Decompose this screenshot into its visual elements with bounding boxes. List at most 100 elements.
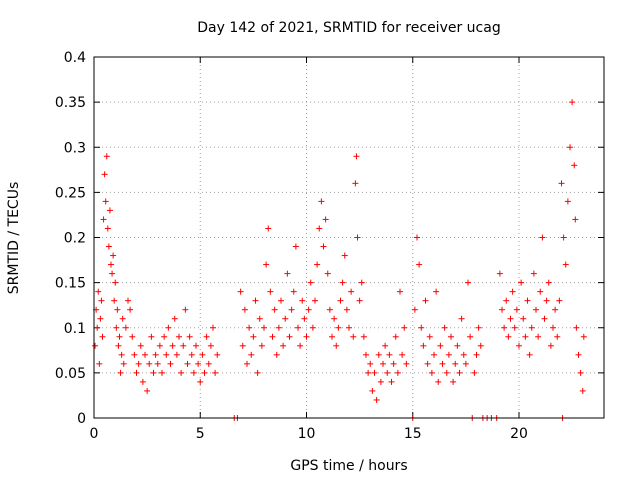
data-point <box>104 225 111 232</box>
data-point <box>511 324 518 331</box>
data-point <box>346 324 352 331</box>
data-point <box>269 333 276 340</box>
data-point <box>110 252 117 259</box>
data-point <box>363 351 369 358</box>
data-point <box>424 360 431 367</box>
data-point <box>524 297 531 304</box>
data-point <box>467 333 474 340</box>
data-point <box>397 288 403 295</box>
data-point <box>106 207 113 214</box>
data-point <box>572 216 579 223</box>
data-point <box>112 279 119 286</box>
data-point <box>414 234 420 241</box>
data-point <box>541 315 548 322</box>
data-point <box>416 261 423 268</box>
data-point <box>193 342 199 349</box>
data-point <box>530 270 537 277</box>
data-point <box>501 324 508 331</box>
data-point <box>171 315 178 322</box>
data-point <box>186 333 193 340</box>
data-point <box>94 324 101 331</box>
data-point <box>96 360 103 367</box>
data-point <box>163 351 170 358</box>
data-point <box>350 333 357 340</box>
data-point <box>365 369 372 376</box>
data-point <box>513 306 520 313</box>
data-point <box>516 342 522 349</box>
axis-ticks: 0 0.05 0.1 0.15 0.2 0.25 0.3 0.35 0.4 0 5 10 15 20 <box>55 50 604 442</box>
data-point <box>195 360 202 367</box>
data-point <box>322 216 329 223</box>
data-point <box>324 270 331 277</box>
data-point <box>577 369 584 376</box>
x-tick-label: 5 <box>196 426 205 442</box>
data-point <box>550 324 556 331</box>
data-point <box>352 180 359 187</box>
data-point <box>552 306 559 313</box>
x-axis-label: GPS time / hours <box>290 458 407 474</box>
data-point <box>239 342 246 349</box>
data-point <box>375 351 382 358</box>
data-point <box>263 261 270 268</box>
data-point <box>98 297 105 304</box>
data-point <box>475 324 482 331</box>
data-point <box>241 306 248 313</box>
data-point <box>307 279 314 286</box>
data-point <box>367 360 374 367</box>
data-point <box>547 342 554 349</box>
x-tick-label: 20 <box>510 426 528 442</box>
data-point <box>205 360 212 367</box>
data-point <box>394 369 401 376</box>
data-point <box>422 297 429 304</box>
data-point <box>139 378 146 385</box>
data-point <box>161 333 168 340</box>
data-point <box>265 225 272 232</box>
data-point <box>431 351 437 358</box>
data-point <box>299 297 306 304</box>
data-point <box>384 369 391 376</box>
data-point <box>105 243 112 250</box>
data-point <box>237 288 244 295</box>
data-point <box>280 342 287 349</box>
data-point <box>148 333 155 340</box>
data-point <box>471 369 478 376</box>
data-point <box>579 387 586 394</box>
data-point <box>165 324 172 331</box>
data-point <box>496 270 503 277</box>
data-point <box>273 351 280 358</box>
data-point <box>133 369 140 376</box>
data-point <box>343 306 350 313</box>
y-tick-label: 0.4 <box>64 50 86 66</box>
y-tick-label: 0 <box>77 411 86 427</box>
data-point <box>509 288 516 295</box>
y-tick-label: 0.1 <box>64 321 86 337</box>
data-point <box>116 333 123 340</box>
data-point <box>456 369 463 376</box>
y-tick-label: 0.05 <box>55 366 86 382</box>
data-point <box>137 342 144 349</box>
data-point <box>539 234 546 241</box>
gridlines <box>94 57 604 418</box>
data-point <box>348 288 355 295</box>
data-point <box>392 333 399 340</box>
data-point <box>335 324 342 331</box>
data-point <box>477 342 484 349</box>
data-point <box>331 315 338 322</box>
data-point <box>441 324 448 331</box>
data-point <box>188 351 195 358</box>
data-point <box>354 234 361 241</box>
data-point <box>545 279 552 286</box>
data-point <box>173 351 180 358</box>
data-point <box>507 315 514 322</box>
data-point <box>131 351 138 358</box>
data-point <box>292 243 299 250</box>
data-point <box>256 315 263 322</box>
x-tick-label: 10 <box>298 426 316 442</box>
data-point <box>333 342 340 349</box>
plot-frame <box>93 56 605 419</box>
data-point <box>571 162 578 169</box>
data-point <box>371 369 378 376</box>
data-point <box>92 342 99 349</box>
data-point <box>184 360 191 367</box>
